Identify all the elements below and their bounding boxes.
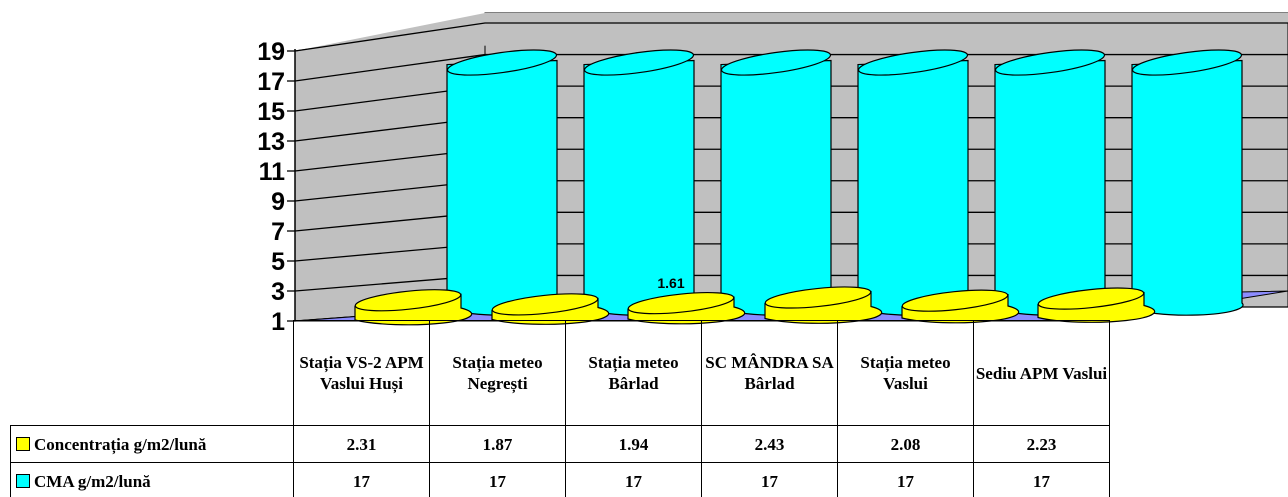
gridline bbox=[294, 53, 1288, 82]
y-tick-label: 3 bbox=[271, 278, 285, 306]
cma-bar-top bbox=[446, 49, 558, 76]
legend-entry-cma: CMA g/m2/lună bbox=[10, 462, 294, 497]
concentration-bar-top bbox=[627, 292, 735, 315]
gridline bbox=[294, 22, 1288, 52]
category-label: Stația meteo Vaslui bbox=[837, 320, 974, 426]
legend-swatch-cyan bbox=[16, 473, 30, 488]
cma-bar-body bbox=[720, 59, 833, 316]
y-tick-label: 13 bbox=[257, 128, 285, 156]
legend-entry-concentration: Concentrația g/m2/lună bbox=[10, 425, 294, 463]
y-tick-label: 15 bbox=[257, 98, 285, 126]
cma-bar-body bbox=[1131, 59, 1244, 316]
value-cell: 2.08 bbox=[837, 425, 974, 463]
data-label: 1.61 bbox=[657, 275, 684, 291]
cma-bar-body bbox=[446, 59, 559, 316]
value-cell: 1.94 bbox=[565, 425, 702, 463]
category-label: Stația meteo Negrești bbox=[429, 320, 566, 426]
y-tick-label: 5 bbox=[271, 248, 285, 276]
y-tick-label: 17 bbox=[257, 68, 285, 96]
value-cell: 2.31 bbox=[293, 425, 430, 463]
legend-label: CMA g/m2/lună bbox=[34, 471, 151, 491]
value-cell: 17 bbox=[429, 462, 566, 497]
cma-bar-body bbox=[857, 59, 970, 316]
y-tick-label: 7 bbox=[271, 218, 285, 246]
y-tick-label: 11 bbox=[259, 158, 286, 186]
concentration-bar-top bbox=[901, 289, 1009, 312]
category-label: Stația meteo Bârlad bbox=[565, 320, 702, 426]
y-tick-label: 19 bbox=[257, 38, 285, 66]
legend-label: Concentrația g/m2/lună bbox=[34, 434, 207, 454]
concentration-bar-top bbox=[764, 286, 872, 309]
concentration-bar-top bbox=[354, 289, 462, 312]
y-tick-label: 9 bbox=[271, 188, 285, 216]
value-cell: 17 bbox=[973, 462, 1110, 497]
category-row: Stația VS-2 APM Vaslui Huși Stația meteo… bbox=[11, 320, 1110, 426]
concentration-bar-top bbox=[491, 293, 599, 316]
value-cell: 1.87 bbox=[429, 425, 566, 463]
value-cell: 17 bbox=[837, 462, 974, 497]
value-cell: 17 bbox=[565, 462, 702, 497]
category-label: Stația VS-2 APM Vaslui Huși bbox=[293, 320, 430, 426]
table-row-concentration: Concentrația g/m2/lună 2.31 1.87 1.94 2.… bbox=[10, 425, 1110, 463]
value-cell: 17 bbox=[701, 462, 838, 497]
data-table: Stația VS-2 APM Vaslui Huși Stația meteo… bbox=[10, 320, 1110, 497]
cma-bar-top bbox=[1131, 49, 1243, 76]
value-cell: 17 bbox=[293, 462, 430, 497]
concentration-bar-top bbox=[1037, 287, 1145, 310]
table-row-cma: CMA g/m2/lună 17 17 17 17 17 17 bbox=[10, 462, 1110, 497]
cma-bar-body bbox=[994, 59, 1107, 316]
value-cell: 2.43 bbox=[701, 425, 838, 463]
value-cell: 2.23 bbox=[973, 425, 1110, 463]
table-corner bbox=[11, 321, 294, 426]
category-label: SC MÂNDRA SA Bârlad bbox=[701, 320, 838, 426]
legend-swatch-yellow bbox=[16, 436, 30, 451]
y-tick-label: 1 bbox=[271, 308, 285, 336]
cma-bar-top bbox=[857, 49, 969, 76]
category-label: Sediu APM Vaslui bbox=[973, 320, 1110, 426]
cma-bar-top bbox=[720, 49, 832, 76]
cma-bar-top bbox=[583, 49, 695, 76]
cma-bar-top bbox=[994, 49, 1106, 76]
